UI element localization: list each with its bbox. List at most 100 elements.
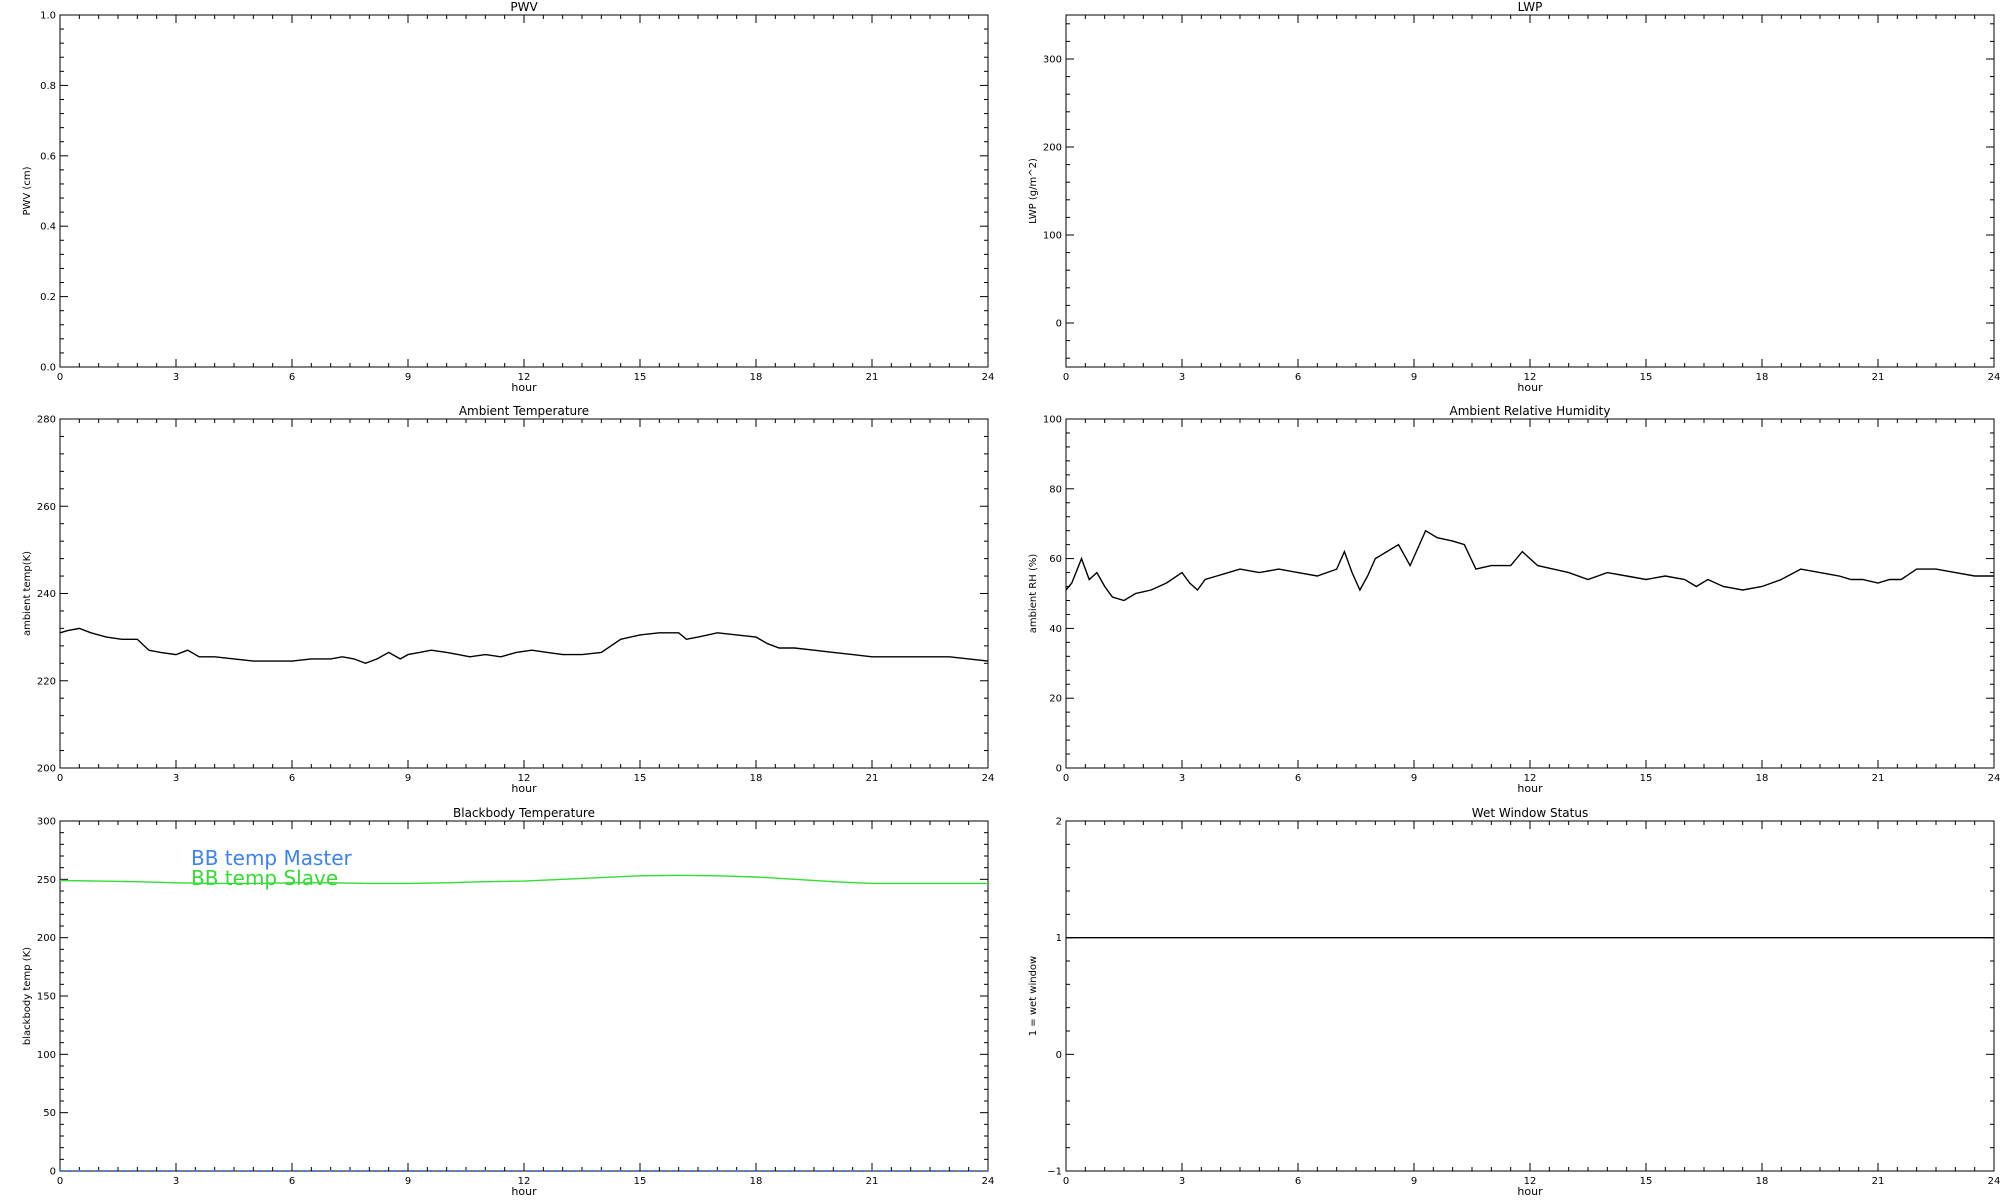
x-tick-label: 6 [289, 1176, 295, 1187]
x-tick-label: 9 [405, 1176, 411, 1187]
y-tick-label: 0.8 [40, 81, 56, 92]
series-line-bb-temp-slave [59, 874, 988, 885]
x-tick-label: 24 [982, 773, 995, 784]
chart-panel-0: PWV hour PWV (cm) 0 3 6 9 12 15 18 21 24 0.0 0.2 0.4 0.… [22, 0, 994, 394]
x-tick-label: 3 [1179, 773, 1185, 784]
x-tick-label: 15 [634, 773, 647, 784]
x-tick-label: 24 [1988, 372, 2000, 383]
x-tick-label: 15 [1640, 372, 1653, 383]
plot-frame [1065, 820, 1995, 1172]
y-tick-label: 100 [37, 1050, 56, 1061]
y-tick-label: 300 [1043, 55, 1062, 66]
y-tick-label: 0 [1056, 319, 1062, 330]
plot-frame [59, 14, 989, 368]
x-tick-label: 18 [750, 1176, 763, 1187]
x-tick-label: 15 [634, 1176, 647, 1187]
chart-title: Wet Window Status [1472, 806, 1588, 820]
x-tick-label: 24 [982, 1176, 995, 1187]
x-tick-label: 6 [1295, 372, 1301, 383]
plot-frame [59, 418, 989, 769]
y-tick-label: 0.2 [40, 292, 56, 303]
x-tick-label: 6 [1295, 1176, 1301, 1187]
y-axis-label: LWP (g/m^2) [1028, 158, 1039, 224]
x-tick-label: 9 [405, 773, 411, 784]
plot-frame [1065, 418, 1995, 769]
y-tick-label: 280 [37, 415, 56, 426]
x-tick-label: 21 [866, 1176, 879, 1187]
x-tick-label: 6 [289, 372, 295, 383]
series-line-0 [59, 627, 989, 665]
chart-panel-2: Ambient Temperature hour ambient temp(K) 0 3… [22, 404, 994, 795]
x-tick-label: 3 [173, 1176, 179, 1187]
x-tick-label: 18 [1756, 372, 1769, 383]
y-tick-label: 200 [1043, 143, 1062, 154]
y-axis-label: 1 = wet window [1028, 956, 1039, 1036]
x-tick-label: 12 [1524, 372, 1537, 383]
x-tick-label: 6 [1295, 773, 1301, 784]
x-tick-label: 18 [750, 773, 763, 784]
series-line-0 [1065, 529, 1994, 602]
y-tick-label: 1 [1056, 933, 1062, 944]
chart-panel-1: LWP hour LWP (g/m^2) 0 3 6 9 12 15 18 21 24 0 100 200 3… [1028, 0, 2000, 394]
x-tick-label: 18 [750, 372, 763, 383]
x-tick-label: 3 [1179, 372, 1185, 383]
y-tick-label: 240 [37, 589, 56, 600]
chart-title: LWP [1518, 0, 1543, 14]
y-tick-label: 0.6 [40, 151, 56, 162]
y-tick-label: −1 [1047, 1167, 1062, 1178]
x-tick-label: 21 [1872, 1176, 1885, 1187]
x-axis-label: hour [511, 381, 537, 394]
chart-title: Ambient Relative Humidity [1450, 404, 1611, 418]
y-axis-label: ambient temp(K) [22, 551, 33, 636]
x-tick-label: 12 [518, 372, 531, 383]
y-tick-label: 0 [1056, 1050, 1062, 1061]
x-tick-label: 0 [1063, 1176, 1069, 1187]
y-axis-label: blackbody temp (K) [22, 947, 33, 1045]
y-tick-label: 200 [37, 933, 56, 944]
x-axis-label: hour [1517, 782, 1543, 795]
x-tick-label: 15 [1640, 1176, 1653, 1187]
x-tick-label: 9 [405, 372, 411, 383]
legend-entry: BB temp Master [191, 846, 353, 870]
x-tick-label: 3 [173, 773, 179, 784]
y-tick-label: 200 [37, 764, 56, 775]
y-tick-label: 0 [50, 1167, 56, 1178]
x-tick-label: 21 [866, 773, 879, 784]
y-tick-label: 0 [1056, 764, 1062, 775]
x-tick-label: 15 [634, 372, 647, 383]
x-tick-label: 24 [982, 372, 995, 383]
x-tick-label: 18 [1756, 773, 1769, 784]
x-tick-label: 0 [57, 773, 63, 784]
legend-entry: BB temp Slave [191, 866, 338, 890]
x-tick-label: 0 [57, 372, 63, 383]
x-tick-label: 0 [1063, 773, 1069, 784]
x-tick-label: 0 [57, 1176, 63, 1187]
x-tick-label: 12 [518, 773, 531, 784]
x-tick-label: 9 [1411, 1176, 1417, 1187]
y-tick-label: 100 [1043, 415, 1062, 426]
y-axis-label: ambient RH (%) [1028, 554, 1039, 634]
y-tick-label: 80 [1049, 484, 1062, 495]
y-tick-label: 150 [37, 992, 56, 1003]
y-tick-label: 40 [1049, 624, 1062, 635]
chart-title: Blackbody Temperature [453, 806, 595, 820]
x-tick-label: 3 [1179, 1176, 1185, 1187]
y-tick-label: 0.0 [40, 363, 56, 374]
x-axis-label: hour [1517, 1185, 1543, 1198]
y-axis-label: PWV (cm) [22, 166, 33, 215]
y-tick-label: 300 [37, 817, 56, 828]
x-tick-label: 9 [1411, 773, 1417, 784]
x-axis-label: hour [511, 1185, 537, 1198]
chart-title: PWV [510, 0, 538, 14]
x-axis-label: hour [1517, 381, 1543, 394]
y-tick-label: 100 [1043, 231, 1062, 242]
y-tick-label: 220 [37, 676, 56, 687]
x-tick-label: 21 [866, 372, 879, 383]
x-tick-label: 6 [289, 773, 295, 784]
x-tick-label: 0 [1063, 372, 1069, 383]
y-tick-label: 250 [37, 875, 56, 886]
chart-title: Ambient Temperature [459, 404, 589, 418]
x-tick-label: 24 [1988, 1176, 2000, 1187]
x-tick-label: 18 [1756, 1176, 1769, 1187]
